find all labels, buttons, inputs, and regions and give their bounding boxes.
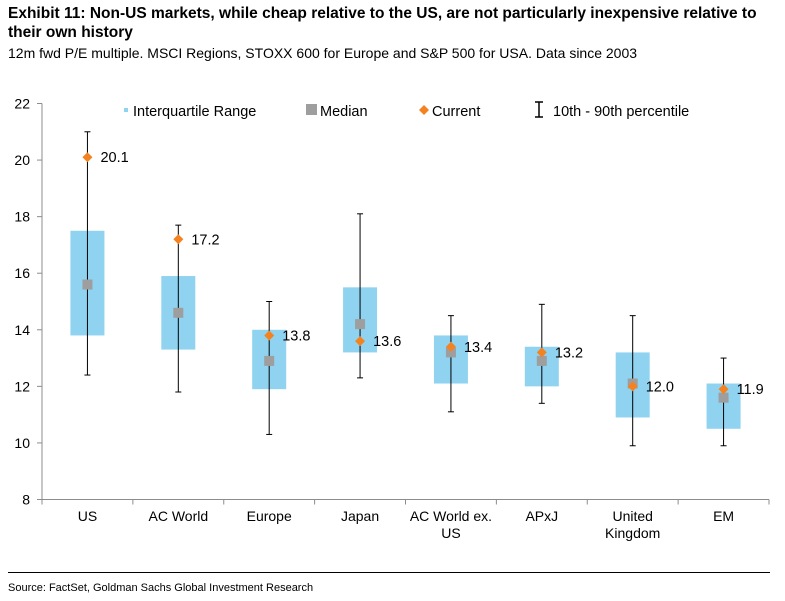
x-tick-label-line: United (612, 508, 652, 524)
legend-iqr-swatch (124, 108, 128, 112)
category-group: 13.4 (433, 315, 492, 413)
x-tick-label-line: APxJ (525, 508, 558, 524)
x-tick-label: United Kingdom (605, 508, 660, 541)
x-tick-label-line: US (441, 525, 460, 541)
chart-title: Exhibit 11: Non-US markets, while cheap … (8, 5, 757, 41)
category-group: 11.9 (706, 357, 764, 447)
y-tick-label: 22 (14, 96, 30, 112)
y-tick-label: 10 (14, 435, 30, 451)
source-note: Source: FactSet, Goldman Sachs Global In… (8, 582, 314, 594)
median-marker (718, 392, 729, 403)
x-tick-label: AC World ex. US (410, 508, 492, 541)
category-group: 13.6 (343, 213, 401, 379)
legend-median-swatch (306, 104, 317, 115)
current-value-label: 13.2 (555, 345, 583, 361)
legend-median-label: Median (320, 104, 368, 120)
y-axis: 8 10 12 14 16 18 20 22 (14, 96, 43, 508)
chart-subtitle: 12m fwd P/E multiple. MSCI Regions, STOX… (8, 45, 638, 61)
category-group: 13.8 (252, 301, 310, 435)
legend-percentile-swatch (535, 101, 543, 118)
current-value-label: 17.2 (191, 232, 219, 248)
current-marker (173, 234, 184, 245)
current-marker (264, 330, 275, 341)
current-value-label: 13.4 (464, 340, 492, 356)
current-marker (536, 347, 547, 358)
y-tick-label: 16 (14, 265, 30, 281)
y-tick-label: 8 (22, 492, 30, 508)
legend: Interquartile Range Median Current 10th … (124, 101, 689, 120)
footer-divider (8, 572, 770, 573)
category-group: 12.0 (615, 315, 674, 447)
current-marker (627, 381, 638, 392)
current-value-label: 20.1 (100, 150, 128, 166)
median-marker (355, 319, 366, 330)
current-value-label: 13.6 (373, 334, 401, 350)
x-tick-label: AC World (148, 508, 208, 524)
x-tick-label-line: Europe (247, 508, 292, 524)
median-marker (82, 279, 93, 290)
legend-current-swatch (419, 105, 429, 115)
legend-percentile-label: 10th - 90th percentile (553, 104, 689, 120)
x-tick-label: US (78, 508, 97, 524)
x-tick-label: EM (713, 508, 734, 524)
x-tick-label-line: Kingdom (605, 525, 660, 541)
x-tick-label: APxJ (525, 508, 558, 524)
x-tick-label: Europe (247, 508, 292, 524)
y-tick-label: 14 (14, 322, 30, 338)
median-marker (536, 355, 547, 366)
y-tick-label: 12 (14, 378, 30, 394)
median-marker (264, 355, 275, 366)
current-marker (445, 341, 456, 352)
y-tick-label: 20 (14, 152, 30, 168)
current-value-label: 12.0 (646, 379, 674, 395)
category-group: 13.2 (524, 303, 583, 404)
median-marker (445, 347, 456, 358)
x-tick-label-line: US (78, 508, 97, 524)
x-tick-label: Japan (341, 508, 379, 524)
current-marker (718, 384, 729, 395)
legend-iqr-label: Interquartile Range (133, 104, 256, 120)
plot-area: 20.1 17.2 13.8 13.6 13.4 13.2 12.0 11.9 (70, 131, 764, 447)
current-marker (355, 336, 366, 347)
y-tick-label: 18 (14, 209, 30, 225)
median-marker (173, 307, 184, 318)
category-group: 20.1 (70, 131, 129, 376)
x-tick-label-line: EM (713, 508, 734, 524)
category-group: 17.2 (161, 224, 220, 393)
x-tick-label-line: AC World (148, 508, 208, 524)
x-tick-label-line: Japan (341, 508, 379, 524)
x-tick-label-line: AC World ex. (410, 508, 492, 524)
current-value-label: 13.8 (282, 328, 310, 344)
legend-current-label: Current (432, 104, 480, 120)
current-value-label: 11.9 (737, 382, 764, 398)
current-marker (82, 152, 93, 163)
